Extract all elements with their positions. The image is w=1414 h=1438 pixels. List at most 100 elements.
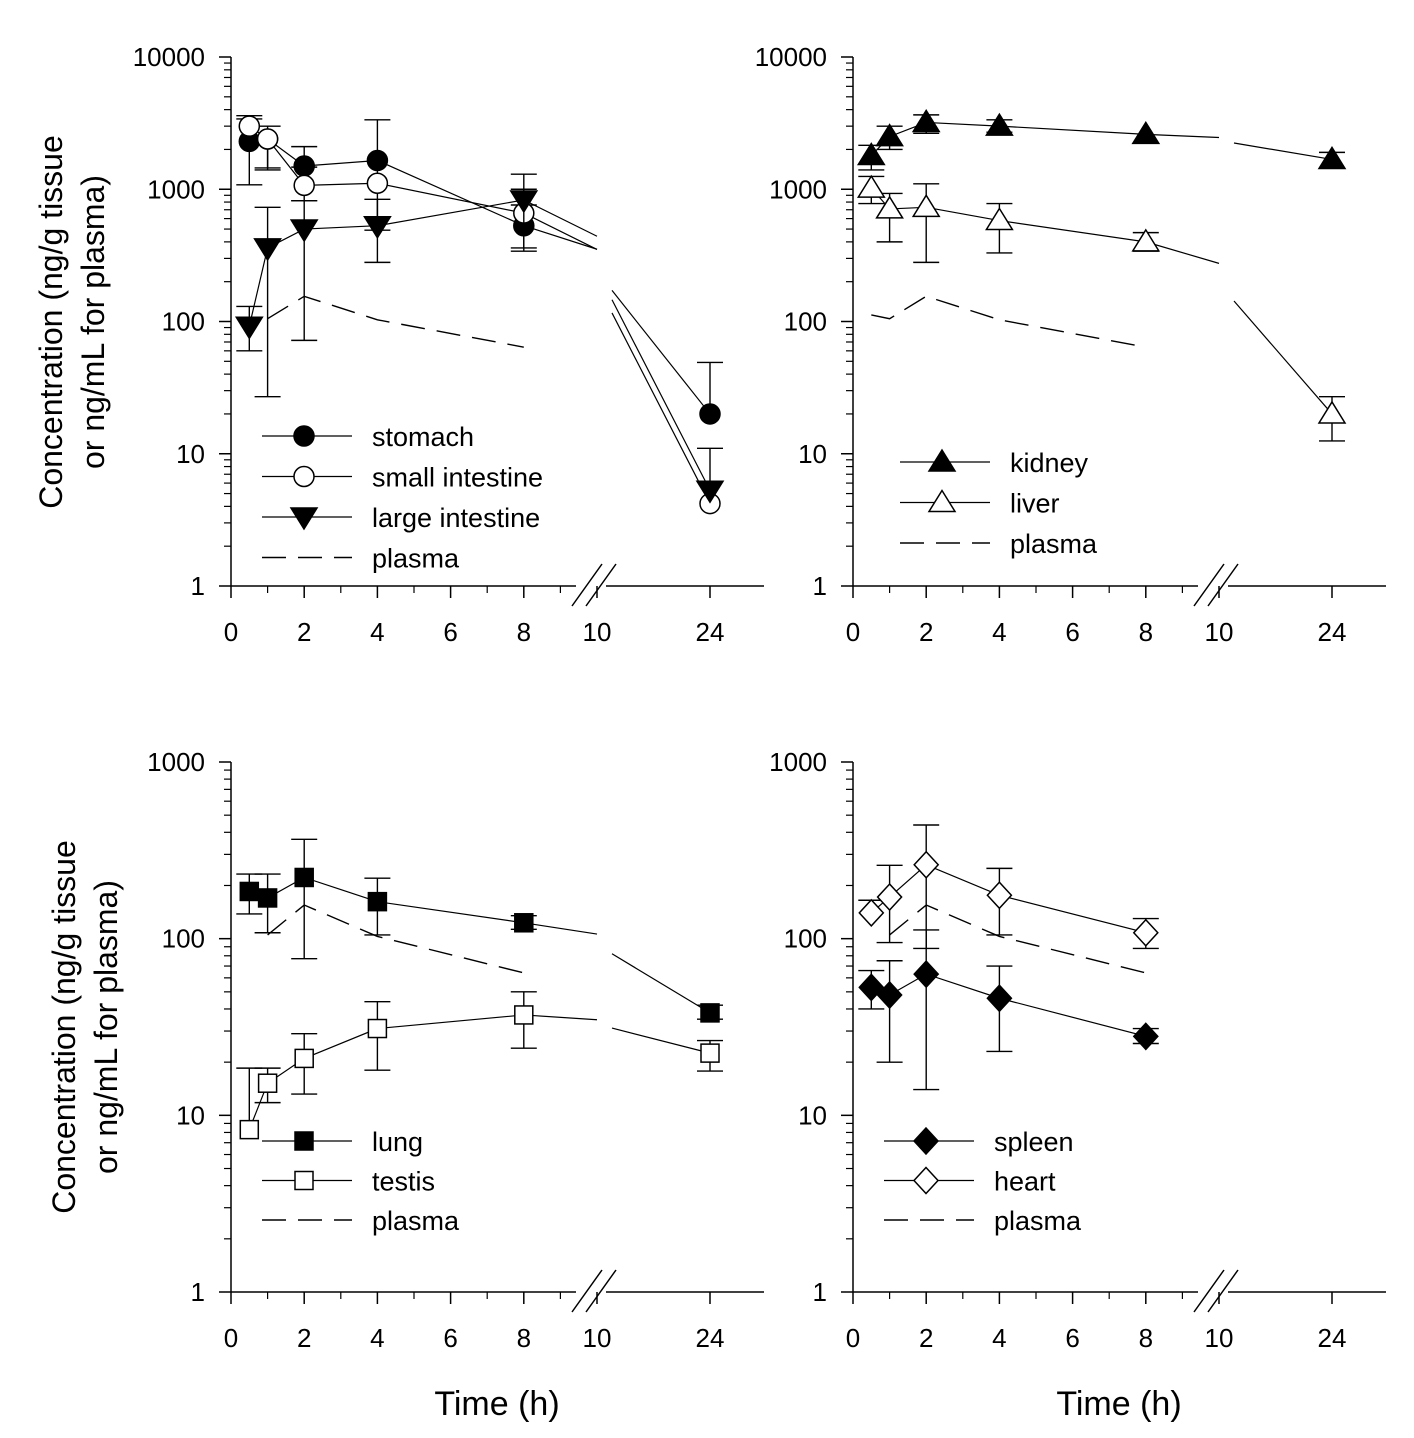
legend-bottom-left: lung testis plasma — [262, 1127, 460, 1236]
x-tick-label: 4 — [370, 617, 384, 647]
y-tick-label: 10 — [798, 439, 827, 469]
data-point — [913, 850, 940, 879]
series-line-after-break — [611, 1027, 711, 1054]
data-point — [293, 174, 315, 197]
data-point — [239, 881, 260, 902]
data-point — [699, 403, 721, 425]
x-tick-label: 0 — [846, 617, 860, 647]
x-tick-label: 8 — [517, 1323, 531, 1353]
ylabel-bottom-line1: Concentration (ng/g tissue — [46, 840, 82, 1214]
x-tick-label: 6 — [1065, 617, 1079, 647]
y-tick-label: 10000 — [133, 42, 205, 72]
series-lung — [236, 838, 723, 1023]
data-point — [1317, 400, 1347, 424]
data-point — [257, 888, 278, 908]
x-tick-label: 2 — [297, 1323, 311, 1353]
data-point — [366, 149, 389, 172]
legend-marker — [927, 489, 957, 513]
data-point — [1132, 1022, 1159, 1051]
x-tick-label: 24 — [1318, 617, 1347, 647]
x-tick-label: 4 — [370, 1323, 384, 1353]
x-tick-label: 6 — [1065, 1323, 1079, 1353]
legend-marker — [293, 425, 315, 447]
data-point — [911, 109, 941, 133]
data-point — [363, 215, 392, 240]
data-point — [514, 913, 534, 933]
legend-top-right: kidney liver plasma — [900, 448, 1098, 559]
x-tick-label: 0 — [224, 1323, 238, 1353]
series-kidney — [856, 109, 1347, 171]
legend-marker — [294, 1131, 314, 1151]
legend-marker — [293, 465, 315, 488]
ylabel-top-line1: Concentration (ng/g tissue — [33, 135, 69, 509]
data-point — [366, 172, 389, 195]
data-point — [1131, 120, 1161, 145]
data-point — [1132, 918, 1159, 947]
axis-break-mark — [571, 1269, 603, 1313]
data-point — [876, 882, 903, 912]
data-point — [234, 316, 264, 340]
series-line-after-break — [611, 299, 711, 491]
data-point — [294, 1048, 314, 1069]
data-point — [858, 973, 885, 1002]
legend-label: heart — [994, 1167, 1056, 1197]
series-small-intestine — [236, 115, 721, 515]
series-liver — [856, 174, 1347, 442]
y-tick-label: 1000 — [769, 174, 827, 204]
y-tick-label: 10000 — [755, 42, 827, 72]
data-point — [1131, 228, 1161, 252]
data-point — [986, 881, 1013, 910]
series-spleen — [858, 929, 1159, 1091]
x-tick-label: 10 — [583, 1323, 612, 1353]
legend-label: testis — [372, 1167, 435, 1197]
y-tick-label: 1 — [813, 571, 827, 601]
ylabel-bottom-line2: or ng/mL for plasma) — [88, 880, 124, 1174]
series-testis — [236, 991, 723, 1140]
y-tick-label: 1000 — [147, 747, 205, 777]
data-point — [1317, 146, 1347, 170]
data-point — [257, 1073, 278, 1093]
y-tick-label: 100 — [162, 924, 205, 954]
y-tick-label: 100 — [162, 307, 205, 337]
legend-marker — [294, 1170, 314, 1191]
x-tick-label: 8 — [1139, 1323, 1153, 1353]
x-tick-label: 2 — [919, 1323, 933, 1353]
legend-marker — [912, 1126, 940, 1156]
axis-break-mark — [1207, 563, 1239, 607]
x-tick-label: 24 — [1318, 1323, 1347, 1353]
x-tick-label: 8 — [1139, 617, 1153, 647]
legend-label: liver — [1010, 489, 1060, 519]
axis-break-mark — [1207, 1269, 1239, 1313]
ylabel-top-line2: or ng/mL for plasma) — [75, 175, 111, 469]
data-point — [253, 238, 282, 262]
data-point — [876, 980, 903, 1010]
data-point — [913, 960, 940, 989]
series-line-after-break — [1233, 300, 1333, 415]
y-tick-label: 100 — [784, 924, 827, 954]
data-point — [875, 195, 904, 219]
legend-bottom-right: spleen heart plasma — [884, 1126, 1082, 1236]
y-tick-label: 1 — [813, 1277, 827, 1307]
x-tick-label: 4 — [992, 1323, 1006, 1353]
data-point — [985, 207, 1014, 231]
series-line-plasma — [871, 295, 1146, 348]
xlabel-right: Time (h) — [1056, 1385, 1181, 1423]
y-tick-label: 1000 — [147, 174, 205, 204]
x-tick-label: 2 — [297, 617, 311, 647]
series-plasma — [267, 904, 524, 974]
x-tick-label: 24 — [696, 617, 725, 647]
series-line — [871, 973, 1146, 1037]
series-large-intestine — [234, 173, 725, 504]
ylabel-top: Concentration (ng/g tissue or ng/mL for … — [33, 135, 111, 509]
series-plasma — [889, 904, 1146, 974]
legend-marker — [912, 1166, 940, 1195]
x-tick-label: 10 — [583, 617, 612, 647]
data-point — [911, 193, 941, 218]
legend-label: kidney — [1010, 448, 1089, 478]
data-point — [700, 1043, 720, 1063]
series-line-after-break — [1233, 142, 1333, 161]
